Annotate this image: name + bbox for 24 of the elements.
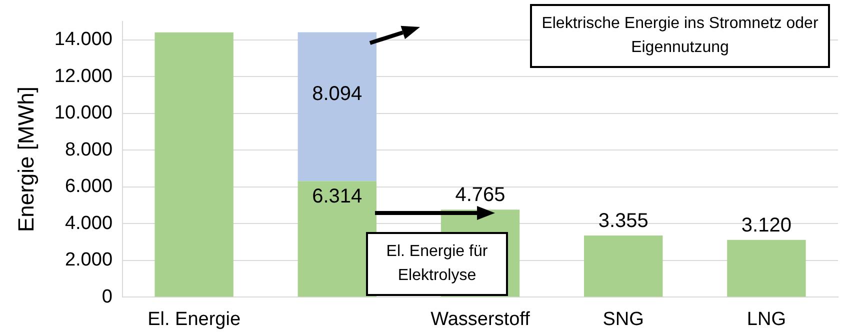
y-tick-label: 6.000 [64, 176, 113, 198]
bar [727, 240, 806, 297]
data-label: 3.355 [598, 210, 648, 232]
note-box: Elektrische Energie ins Stromnetz oder Eigennutzung [530, 4, 830, 68]
bar [154, 32, 234, 297]
y-tick-label: 14.000 [54, 29, 113, 50]
data-label: 6.314 [312, 186, 362, 208]
y-tick-label: 4.000 [64, 212, 113, 234]
x-tick-label: LNG [746, 308, 786, 330]
bar [298, 32, 377, 182]
x-tick-label: El. Energie [148, 308, 241, 330]
y-tick-label: 8.000 [64, 139, 113, 160]
data-label: 8.094 [312, 83, 362, 106]
y-tick-label: 12.000 [54, 66, 113, 87]
data-label: 4.765 [455, 184, 506, 206]
x-tick-label: SNG [602, 308, 644, 330]
y-tick-label: 0 [102, 286, 113, 308]
y-tick-label: 2.000 [64, 250, 113, 271]
x-tick-label: Wasserstoff [430, 308, 531, 330]
data-label: 3.120 [741, 214, 792, 236]
y-tick-label: 10.000 [54, 102, 113, 124]
bar [584, 236, 663, 297]
note-box: El. Energie für Elektrolyse [366, 232, 508, 296]
y-axis-title: Energie [MWh] [13, 86, 38, 232]
